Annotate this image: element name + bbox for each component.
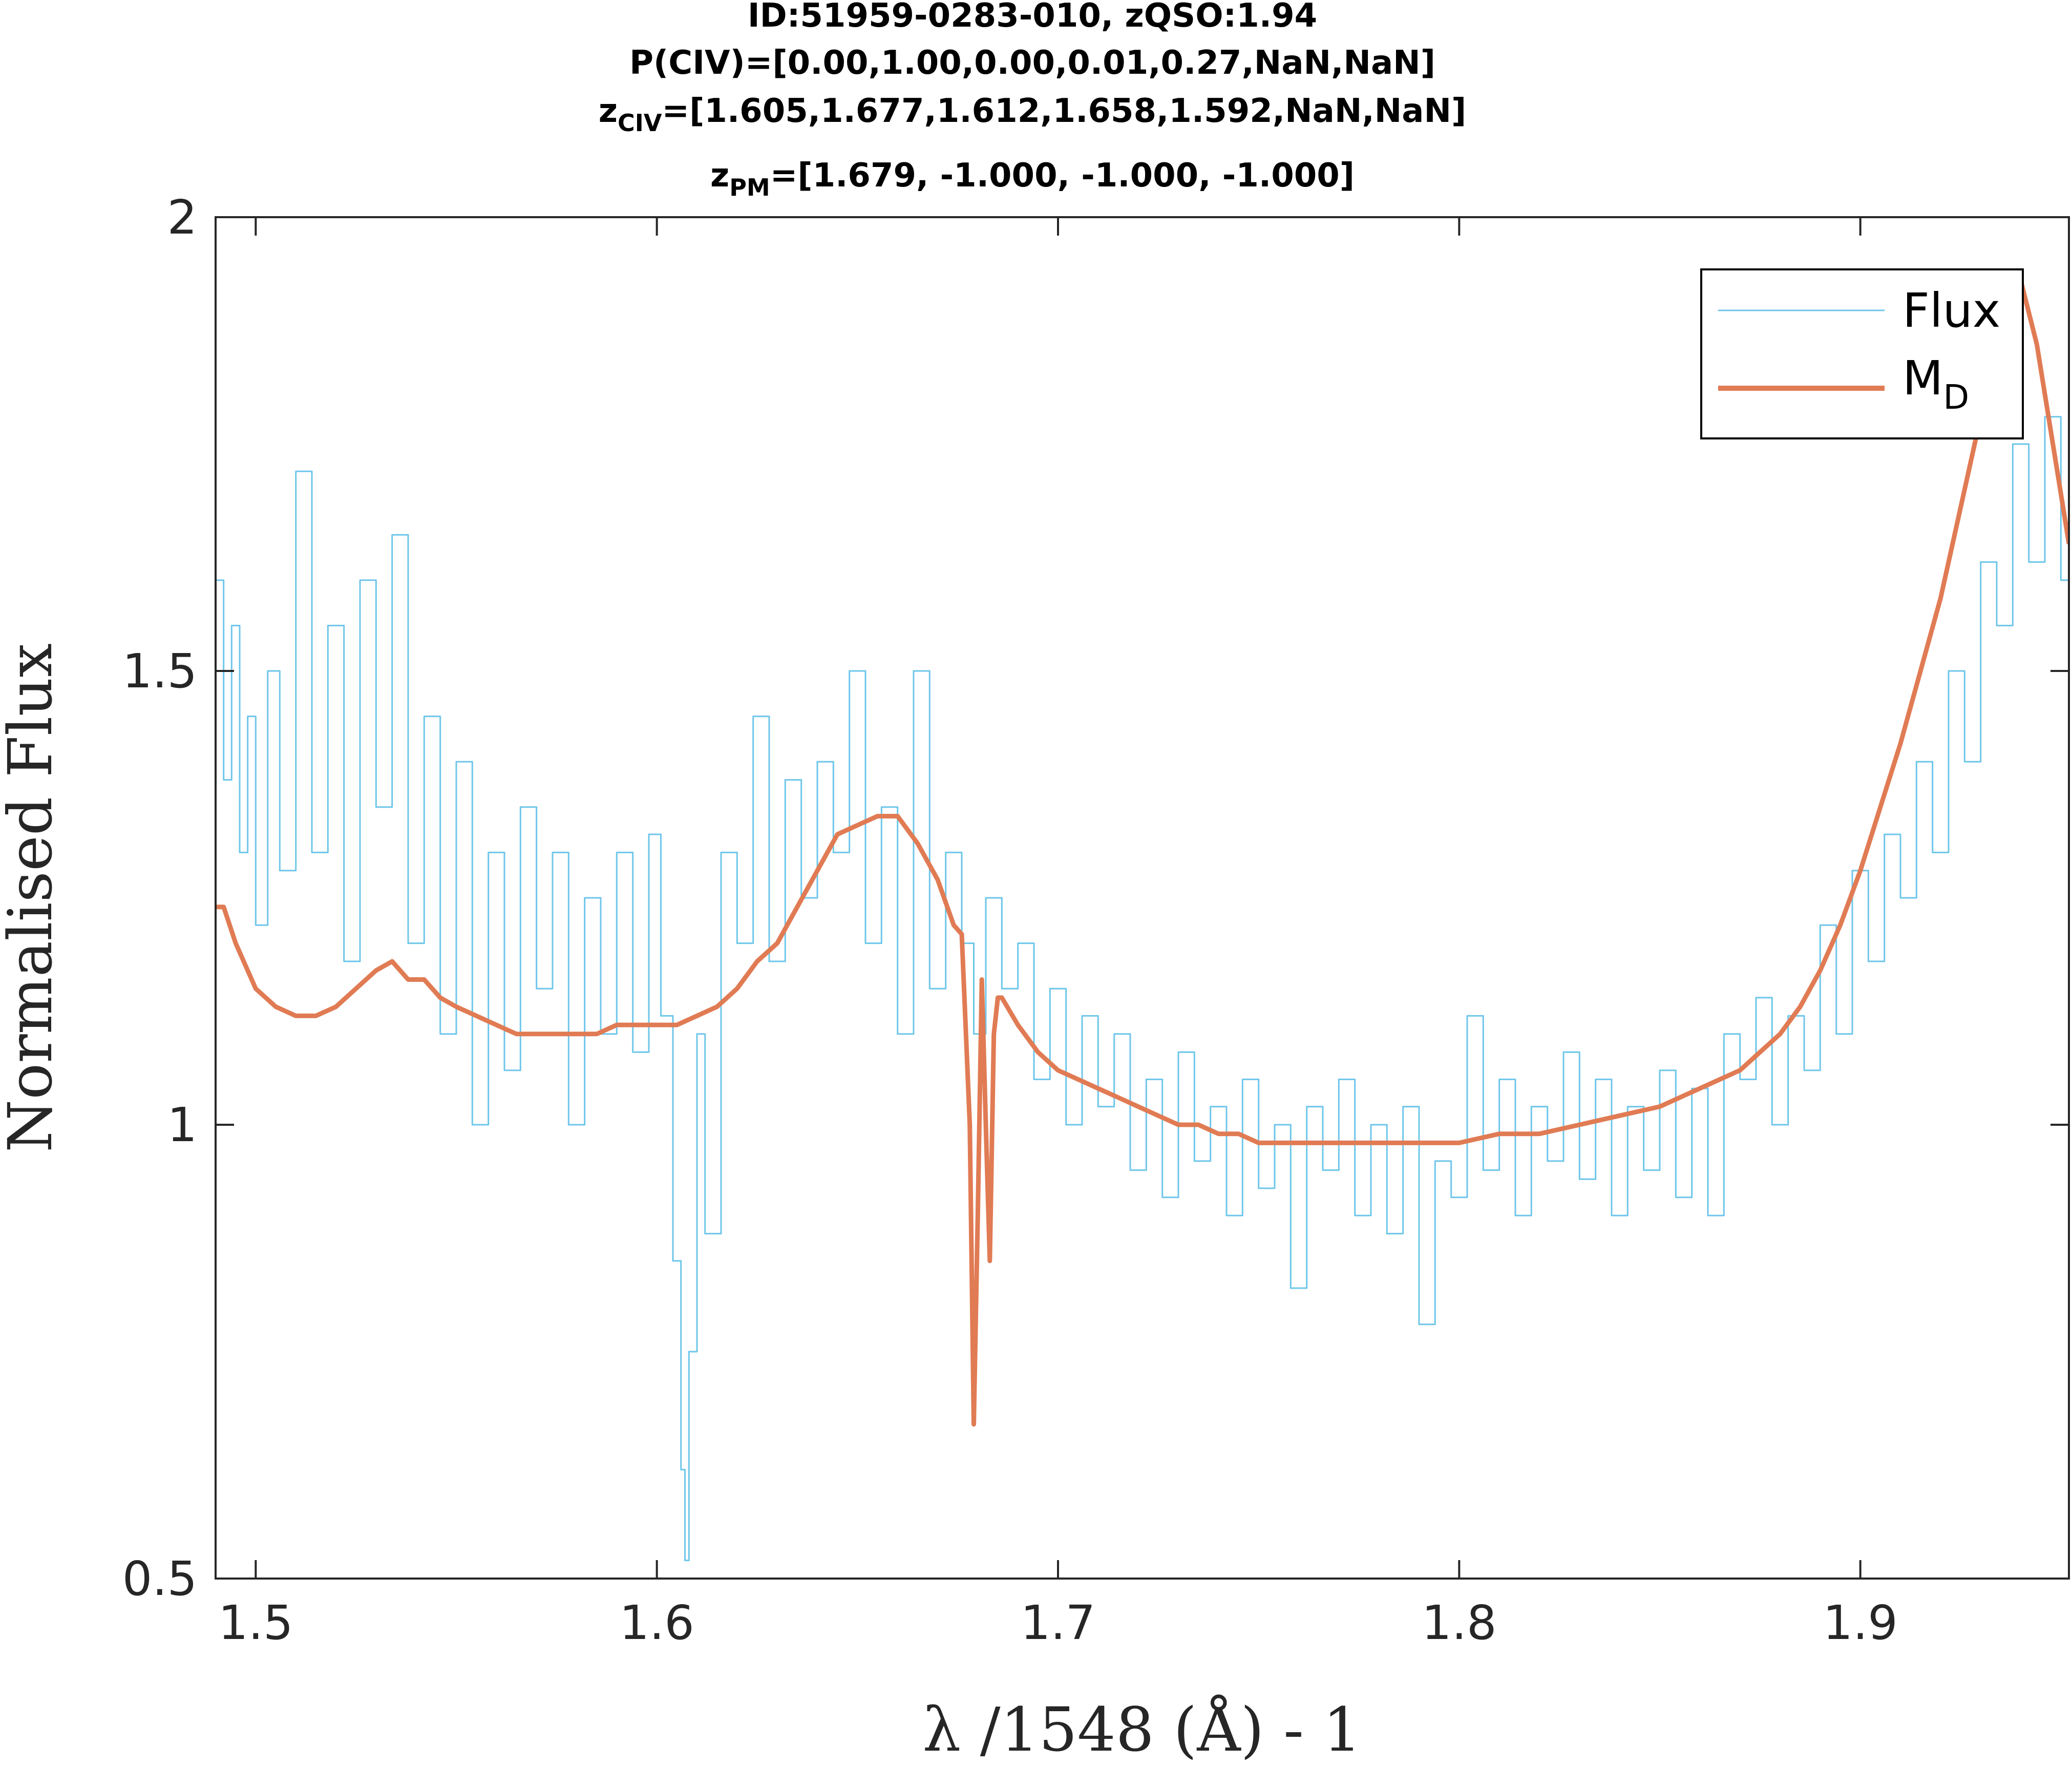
x-tick-label: 1.8 bbox=[1422, 1595, 1496, 1650]
legend-box bbox=[1700, 268, 2024, 439]
legend-label-flux: Flux bbox=[1902, 283, 2000, 338]
title-zciv-subscript: CIV bbox=[618, 109, 662, 137]
plot-frame bbox=[215, 216, 2070, 1580]
title-line-zciv: zCIV=[1.605,1.677,1.612,1.658,1.592,NaN,… bbox=[599, 92, 1467, 137]
x-tick-label: 1.9 bbox=[1823, 1595, 1898, 1650]
title-zpm-symbol: z bbox=[710, 157, 729, 195]
title-zpm-subscript: PM bbox=[729, 174, 770, 201]
legend-flux-text: Flux bbox=[1902, 283, 2000, 338]
plot-background bbox=[216, 217, 2069, 1579]
title-line-zpm: zPM=[1.679, -1.000, -1.000, -1.000] bbox=[710, 157, 1355, 201]
title-line-pciv: P(CIV)=[0.00,1.00,0.00,0.01,0.27,NaN,NaN… bbox=[629, 44, 1435, 82]
x-tick-label: 1.6 bbox=[620, 1595, 694, 1650]
x-tick-label: 1.7 bbox=[1021, 1595, 1095, 1650]
y-tick-label: 0.5 bbox=[122, 1551, 197, 1606]
series-line-flux bbox=[216, 416, 2069, 1562]
legend: Flux MD bbox=[1700, 268, 2024, 439]
chart-title: ID:51959-0283-010, zQSO:1.94 P(CIV)=[0.0… bbox=[599, 0, 1467, 201]
plot-area: 1.5 1.6 1.7 1.8 1.9 0.5 1 1.5 2 bbox=[122, 190, 2070, 1650]
y-axis-label: Normalised Flux bbox=[0, 643, 66, 1152]
legend-model-subscript: D bbox=[1943, 377, 1969, 417]
y-tick-label: 1.5 bbox=[122, 644, 197, 699]
x-tick-label: 1.5 bbox=[218, 1595, 293, 1650]
y-tick-label: 2 bbox=[167, 190, 197, 245]
tick-layer: 1.5 1.6 1.7 1.8 1.9 0.5 1 1.5 2 bbox=[122, 190, 2069, 1650]
title-zpm-values: =[1.679, -1.000, -1.000, -1.000] bbox=[770, 157, 1355, 195]
x-axis-label: λ /1548 (Å) - 1 bbox=[922, 1694, 1361, 1765]
series-layer bbox=[216, 278, 2069, 1562]
title-zciv-symbol: z bbox=[599, 92, 618, 130]
legend-label-model: MD bbox=[1902, 351, 1969, 417]
y-tick-label: 1 bbox=[167, 1098, 197, 1152]
series-line-model bbox=[216, 278, 2069, 1427]
title-zciv-values: =[1.605,1.677,1.612,1.658,1.592,NaN,NaN] bbox=[662, 92, 1466, 130]
title-line-id: ID:51959-0283-010, zQSO:1.94 bbox=[748, 0, 1317, 35]
legend-model-text: M bbox=[1902, 351, 1943, 406]
